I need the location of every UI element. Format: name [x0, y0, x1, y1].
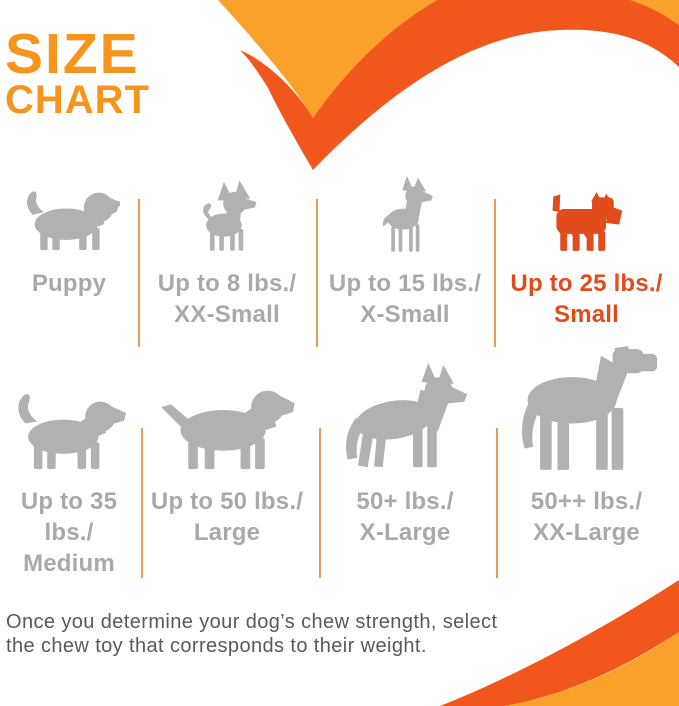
weight-label: Up to 8 lbs./: [157, 270, 297, 297]
weight-label: Puppy: [31, 270, 107, 297]
weight-label: 50+ lbs./: [356, 488, 454, 515]
instruction-text: Once you determine your dog’s chew stren…: [6, 610, 497, 658]
size-cell-x-large: 50+ lbs./ X-Large: [316, 348, 494, 558]
size-name-label: Large: [193, 519, 261, 546]
size-name-label: XX-Small: [174, 301, 280, 328]
instruction-line-1: Once you determine your dog’s chew stren…: [6, 611, 498, 633]
toy-dog-silhouette-icon: [316, 166, 494, 254]
weight-label: Up to 15 lbs./: [328, 270, 482, 297]
divider-row2-col2: [319, 428, 321, 578]
size-cell-label: Up to 15 lbs./ X-Small: [316, 268, 494, 330]
size-cell-label: Up to 8 lbs./ XX-Small: [138, 268, 316, 330]
size-cell-label: Up to 35 lbs./ Medium: [0, 486, 138, 579]
divider-row2-col1: [141, 428, 143, 578]
weight-label: Up to 35 lbs./: [20, 488, 118, 546]
size-cell-label: 50++ lbs./ XX-Large: [494, 486, 679, 548]
size-cell-label: Up to 25 lbs./ Small: [494, 268, 679, 330]
size-cell-xx-small: Up to 8 lbs./ XX-Small: [138, 166, 316, 336]
divider-row2-col3: [496, 428, 498, 578]
page-title: SIZE CHART: [5, 22, 150, 122]
size-name-label: XX-Large: [533, 519, 640, 546]
size-cell-large: Up to 50 lbs./ Large: [138, 348, 316, 558]
puppy-silhouette-icon: [0, 166, 138, 254]
german-shepherd-silhouette-icon: [316, 348, 494, 472]
weight-label: Up to 25 lbs./: [510, 270, 663, 297]
divider-row1-col2: [316, 199, 318, 347]
size-cell-x-small: Up to 15 lbs./ X-Small: [316, 166, 494, 336]
size-cell-label: 50+ lbs./ X-Large: [316, 486, 494, 548]
size-name-label: Medium: [23, 550, 115, 577]
weight-label: 50++ lbs./: [530, 488, 643, 515]
beagle-silhouette-icon: [0, 348, 138, 472]
chihuahua-silhouette-icon: [138, 166, 316, 254]
title-line-chart: CHART: [5, 78, 150, 122]
size-cell-puppy: Puppy: [0, 166, 138, 336]
size-name-label: X-Large: [359, 519, 451, 546]
size-name-label: X-Small: [360, 301, 450, 328]
size-cell-label: Puppy: [0, 268, 138, 299]
size-cell-label: Up to 50 lbs./ Large: [138, 486, 316, 548]
great-dane-silhouette-icon: [494, 346, 679, 472]
title-line-size: SIZE: [5, 22, 140, 86]
divider-row1-col3: [494, 199, 496, 347]
size-name-label: Small: [553, 301, 620, 328]
divider-row1-col1: [138, 199, 140, 347]
terrier-silhouette-icon: [494, 166, 679, 254]
instruction-line-2: the chew toy that corresponds to their w…: [6, 635, 427, 657]
size-cell-medium: Up to 35 lbs./ Medium: [0, 348, 138, 577]
labrador-silhouette-icon: [138, 348, 316, 472]
weight-label: Up to 50 lbs./: [150, 488, 304, 515]
size-cell-xx-large: 50++ lbs./ XX-Large: [494, 346, 679, 558]
size-cell-small-highlighted: Up to 25 lbs./ Small: [494, 166, 679, 336]
